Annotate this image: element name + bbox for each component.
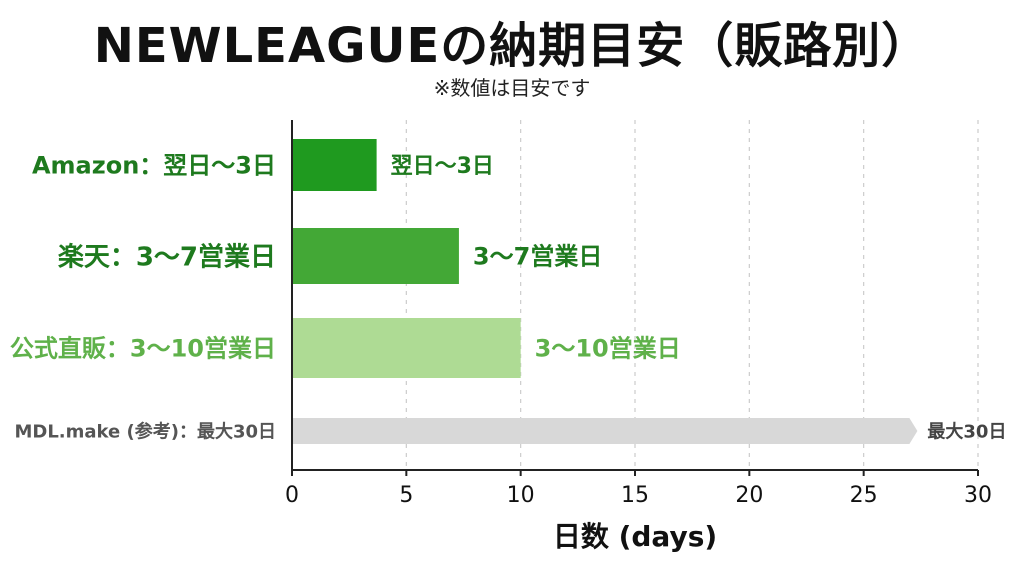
category-label: Amazon：翌日〜3日 xyxy=(32,152,276,180)
data-label: 3〜10営業日 xyxy=(535,335,681,363)
x-tick-label: 20 xyxy=(735,483,763,508)
x-tick-label: 0 xyxy=(285,483,299,508)
x-tick-label: 15 xyxy=(621,483,649,508)
x-tick-label: 10 xyxy=(507,483,535,508)
x-tick-label: 25 xyxy=(850,483,878,508)
category-label: MDL.make (参考)：最大30日 xyxy=(14,420,276,442)
x-tick-label: 30 xyxy=(964,483,992,508)
category-label: 楽天：3〜7営業日 xyxy=(58,242,276,272)
bar xyxy=(292,139,377,191)
chart-title: NEWLEAGUEの納期目安（販路別） xyxy=(93,18,931,74)
data-label: 3〜7営業日 xyxy=(473,243,602,271)
category-label: 公式直販：3〜10営業日 xyxy=(10,335,276,363)
bar xyxy=(292,418,918,444)
x-axis-label: 日数 (days) xyxy=(553,520,717,553)
bar xyxy=(292,228,459,284)
data-label: 最大30日 xyxy=(927,420,1006,442)
bar xyxy=(292,318,521,378)
chart-subtitle: ※数値は目安です xyxy=(433,76,591,100)
data-label: 翌日〜3日 xyxy=(391,154,494,179)
x-tick-label: 5 xyxy=(399,483,413,508)
